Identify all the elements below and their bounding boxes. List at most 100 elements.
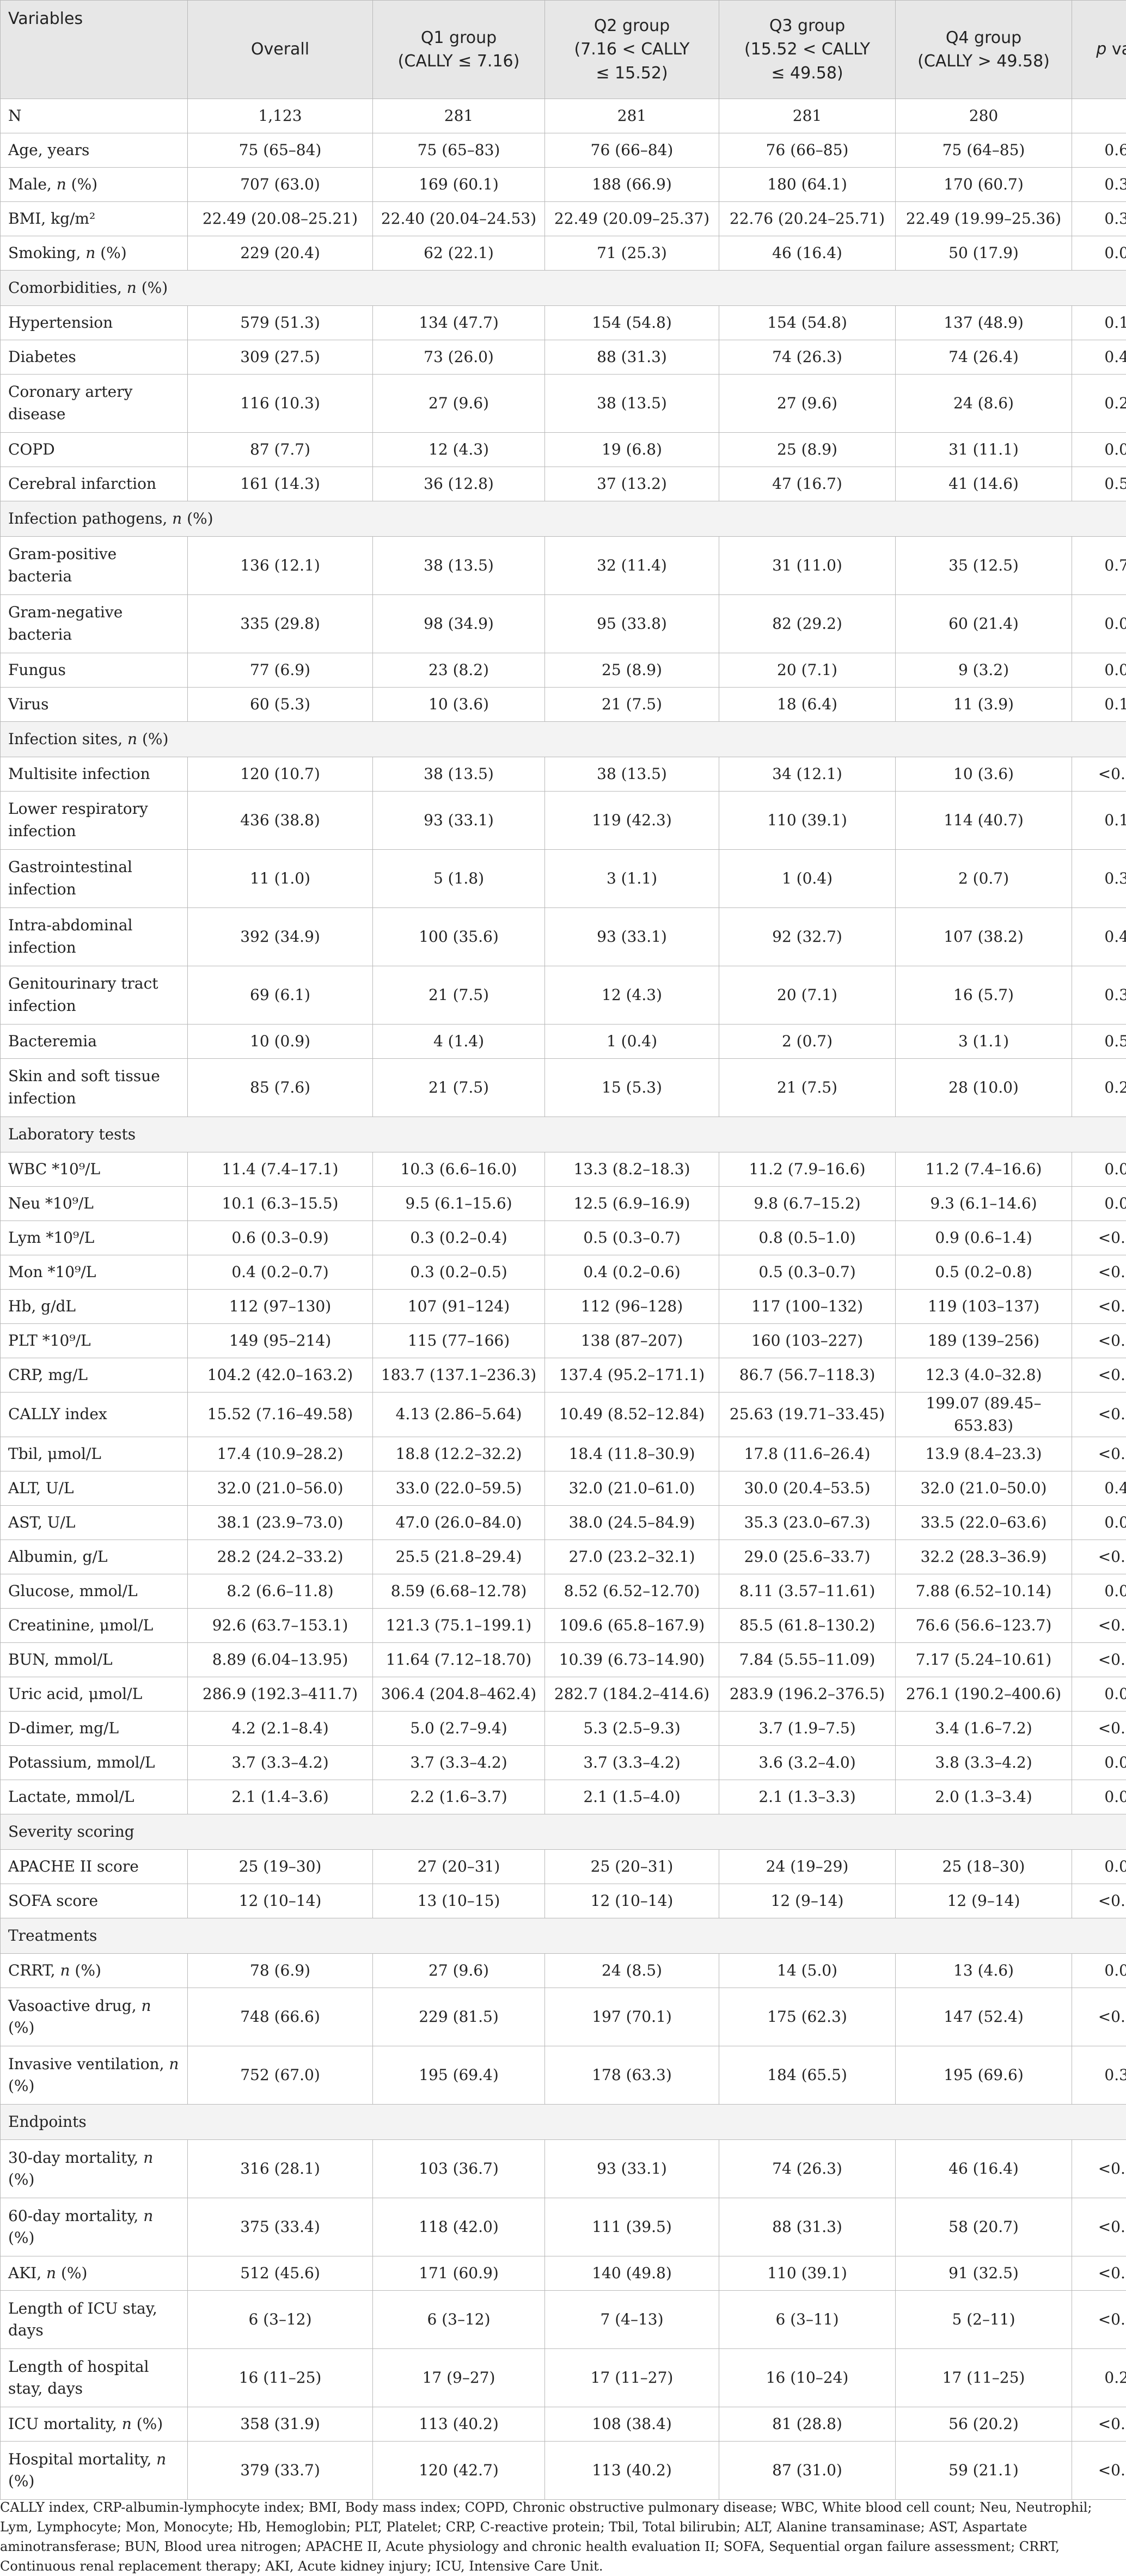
- cell-q4: 12.3 (4.0–32.8): [896, 1358, 1072, 1393]
- cell-q3: 85.5 (61.8–130.2): [719, 1609, 896, 1643]
- cell-q2: 21 (7.5): [545, 688, 719, 722]
- variable-label: Lactate, mmol/L: [1, 1780, 188, 1814]
- cell-q4: 32.0 (21.0–50.0): [896, 1471, 1072, 1506]
- cell-p-value: 0.003: [1072, 1187, 1126, 1221]
- cell-p-value: 0.308: [1072, 2046, 1126, 2105]
- variable-label: ALT, U/L: [1, 1471, 188, 1506]
- header-col-q1: Q1 group(CALLY ≤ 7.16): [373, 1, 545, 99]
- cell-q4: 9.3 (6.1–14.6): [896, 1187, 1072, 1221]
- cell-q1: 21 (7.5): [373, 966, 545, 1025]
- cell-q3: 20 (7.1): [719, 653, 896, 688]
- variable-label: Length of ICU stay, days: [1, 2291, 188, 2349]
- cell-overall: 75 (65–84): [188, 133, 373, 168]
- cell-q1: 33.0 (22.0–59.5): [373, 1471, 545, 1506]
- cell-p-value: 0.084: [1072, 1574, 1126, 1609]
- cell-q2: 197 (70.1): [545, 1988, 719, 2046]
- variable-label: Hospital mortality, n (%): [1, 2442, 188, 2500]
- cell-q4: 114 (40.7): [896, 792, 1072, 850]
- cell-p-value: 0.029: [1072, 1850, 1126, 1884]
- cell-p-value: <0.001: [1072, 1255, 1126, 1290]
- cell-p-value: 0.038: [1072, 236, 1126, 271]
- variable-label: Cerebral infarction: [1, 467, 188, 501]
- cell-overall: 335 (29.8): [188, 595, 373, 653]
- cell-q1: 36 (12.8): [373, 467, 545, 501]
- cell-q1: 306.4 (204.8–462.4): [373, 1677, 545, 1712]
- header-col-q2: Q2 group(7.16 < CALLY≤ 15.52): [545, 1, 719, 99]
- cell-p-value: <0.001: [1072, 2198, 1126, 2256]
- cell-overall: 25 (19–30): [188, 1850, 373, 1884]
- cell-overall: 77 (6.9): [188, 653, 373, 688]
- cell-q1: 22.40 (20.04–24.53): [373, 202, 545, 236]
- variable-label: Gram-negative bacteria: [1, 595, 188, 653]
- cell-q4: 2 (0.7): [896, 850, 1072, 908]
- cell-p-value: 0.798: [1072, 537, 1126, 595]
- cell-q2: 2.1 (1.5–4.0): [545, 1780, 719, 1814]
- cell-q2: 188 (66.9): [545, 168, 719, 202]
- cell-q1: 75 (65–83): [373, 133, 545, 168]
- cell-q3: 8.11 (3.57–11.61): [719, 1574, 896, 1609]
- cell-q2: 282.7 (184.2–414.6): [545, 1677, 719, 1712]
- header-col-p-value: p value: [1072, 1, 1126, 99]
- cell-q3: 24 (19–29): [719, 1850, 896, 1884]
- cell-q2: 112 (96–128): [545, 1290, 719, 1324]
- cell-overall: 2.1 (1.4–3.6): [188, 1780, 373, 1814]
- cell-q4: 91 (32.5): [896, 2256, 1072, 2291]
- section-label: Treatments: [1, 1918, 1126, 1954]
- cell-p-value: 0.373: [1072, 966, 1126, 1025]
- variable-label: Diabetes: [1, 340, 188, 375]
- cell-p-value: 0.495: [1072, 908, 1126, 966]
- cell-overall: 17.4 (10.9–28.2): [188, 1437, 373, 1471]
- cell-q1: 10 (3.6): [373, 688, 545, 722]
- variable-label: Creatinine, μmol/L: [1, 1609, 188, 1643]
- cell-q2: 32.0 (21.0–61.0): [545, 1471, 719, 1506]
- cell-q2: 13.3 (8.2–18.3): [545, 1152, 719, 1187]
- variable-label: Invasive ventilation, n (%): [1, 2046, 188, 2105]
- cell-q3: 30.0 (20.4–53.5): [719, 1471, 896, 1506]
- cell-q3: 46 (16.4): [719, 236, 896, 271]
- cell-q2: 95 (33.8): [545, 595, 719, 653]
- cell-q1: 9.5 (6.1–15.6): [373, 1187, 545, 1221]
- cell-q4: 195 (69.6): [896, 2046, 1072, 2105]
- cell-q3: 7.84 (5.55–11.09): [719, 1643, 896, 1677]
- cell-overall: 78 (6.9): [188, 1954, 373, 1988]
- cell-q4: 199.07 (89.45–653.83): [896, 1393, 1072, 1437]
- cell-q2: 32 (11.4): [545, 537, 719, 595]
- cell-q3: 2 (0.7): [719, 1025, 896, 1059]
- cell-q3: 16 (10–24): [719, 2349, 896, 2407]
- cell-p-value: [1072, 99, 1126, 133]
- variable-label: Lym *10⁹/L: [1, 1221, 188, 1255]
- cell-q3: 117 (100–132): [719, 1290, 896, 1324]
- table-row: 60-day mortality, n (%)375 (33.4)118 (42…: [1, 2198, 1126, 2256]
- header-col-q4: Q4 group(CALLY > 49.58): [896, 1, 1072, 99]
- section-label: Comorbidities, n (%): [1, 271, 1126, 306]
- cell-q3: 281: [719, 99, 896, 133]
- cell-q3: 92 (32.7): [719, 908, 896, 966]
- cell-q1: 12 (4.3): [373, 433, 545, 467]
- cell-q2: 0.5 (0.3–0.7): [545, 1221, 719, 1255]
- cell-q2: 24 (8.5): [545, 1954, 719, 1988]
- cell-overall: 375 (33.4): [188, 2198, 373, 2256]
- cell-p-value: 0.224: [1072, 1059, 1126, 1117]
- header-col-variables: Variables: [1, 1, 188, 99]
- section-row: Laboratory tests: [1, 1117, 1126, 1152]
- cell-q4: 58 (20.7): [896, 2198, 1072, 2256]
- header-col-q3: Q3 group(15.52 < CALLY≤ 49.58): [719, 1, 896, 99]
- cell-q4: 75 (64–85): [896, 133, 1072, 168]
- cell-q4: 35 (12.5): [896, 537, 1072, 595]
- cell-q1: 4.13 (2.86–5.64): [373, 1393, 545, 1437]
- variable-label: SOFA score: [1, 1884, 188, 1918]
- cell-p-value: 0.055: [1072, 1677, 1126, 1712]
- cell-q3: 76 (66–85): [719, 133, 896, 168]
- cell-q4: 170 (60.7): [896, 168, 1072, 202]
- cell-overall: 11 (1.0): [188, 850, 373, 908]
- cell-p-value: 0.537: [1072, 467, 1126, 501]
- cell-q3: 74 (26.3): [719, 340, 896, 375]
- cell-q4: 276.1 (190.2–400.6): [896, 1677, 1072, 1712]
